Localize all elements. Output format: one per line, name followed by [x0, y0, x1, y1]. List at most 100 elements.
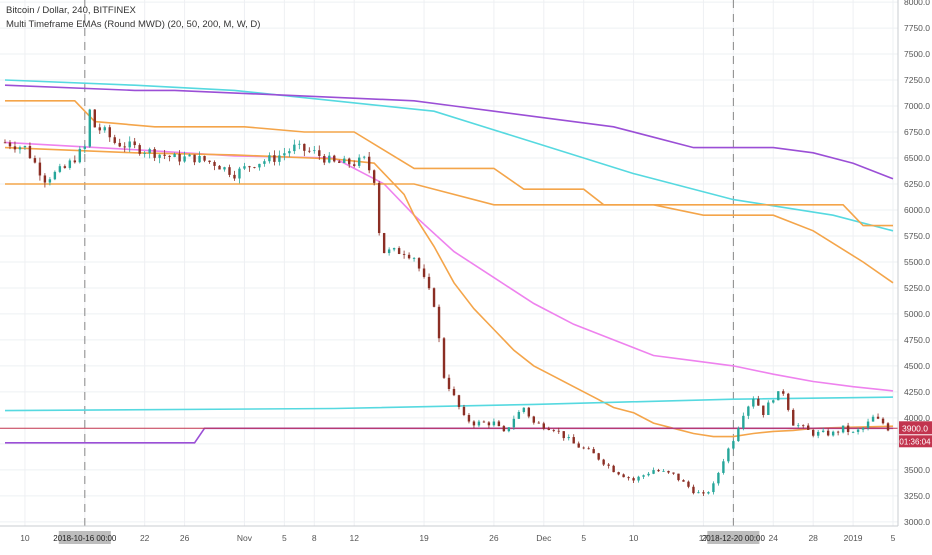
candle-body	[33, 158, 37, 163]
candle-body	[193, 154, 196, 163]
ema-line	[4, 396, 894, 412]
candle-body	[647, 473, 650, 476]
x-tick-label: 10	[20, 533, 30, 543]
x-tick-highlight-bg	[707, 531, 760, 544]
candle-body	[737, 428, 740, 442]
candle-body	[218, 165, 221, 170]
candle-body	[457, 395, 461, 407]
candle-body	[537, 422, 540, 424]
candle-body	[672, 472, 675, 474]
y-tick-label: 4500.0	[904, 361, 930, 371]
candle-body	[452, 388, 456, 396]
candle-body	[477, 421, 481, 426]
candle-body	[223, 167, 226, 170]
candle-body	[38, 162, 42, 176]
candle-body	[836, 431, 840, 433]
candle-body	[98, 127, 101, 131]
candle-body	[846, 425, 850, 433]
candle-body	[757, 398, 760, 406]
candle-body	[113, 137, 116, 143]
y-tick-label: 5250.0	[904, 283, 930, 293]
x-tick-label: 8	[312, 533, 317, 543]
ema-line	[5, 100, 894, 284]
candle-body	[68, 160, 72, 168]
candle-body	[787, 393, 790, 410]
x-tick-label: 26	[489, 533, 499, 543]
candle-body	[333, 155, 336, 162]
y-tick-label: 5000.0	[904, 309, 930, 319]
y-tick-label: 6250.0	[904, 179, 930, 189]
candle-body	[442, 338, 446, 378]
candle-body	[188, 154, 191, 157]
candle-body	[861, 427, 865, 430]
candle-body	[63, 166, 67, 168]
candle-body	[3, 142, 7, 144]
candle-body	[707, 492, 710, 494]
candle-body	[303, 143, 306, 151]
candle-body	[807, 425, 810, 430]
candle-body	[517, 411, 521, 419]
candle-body	[472, 421, 476, 426]
candle-body	[662, 470, 665, 472]
candle-body	[642, 475, 645, 477]
candle-body	[687, 481, 690, 487]
candle-body	[582, 447, 585, 449]
candle-body	[607, 464, 610, 466]
ema-line	[4, 146, 894, 438]
candle-body	[811, 429, 815, 436]
candle-body	[432, 288, 436, 307]
candle-body	[597, 453, 600, 460]
candle-body	[103, 127, 106, 131]
candle-body	[637, 476, 640, 481]
candle-body	[228, 167, 231, 175]
candle-body	[717, 472, 720, 484]
candle-body	[752, 398, 755, 407]
candle-body	[258, 163, 261, 168]
candle-body	[657, 470, 660, 472]
x-tick-label: 28	[808, 533, 818, 543]
candle-body	[278, 155, 281, 162]
x-tick-label: 12	[349, 533, 359, 543]
candle-body	[138, 145, 141, 154]
candle-body	[482, 421, 486, 423]
candle-body	[323, 155, 326, 163]
candle-body	[318, 150, 321, 156]
candle-body	[358, 157, 361, 166]
candle-body	[288, 151, 291, 154]
y-tick-label: 6000.0	[904, 205, 930, 215]
series-layer	[4, 79, 894, 444]
candle-body	[213, 162, 216, 166]
candle-body	[667, 470, 670, 473]
candle-body	[886, 423, 890, 431]
candle-body	[797, 425, 800, 427]
candle-body	[387, 249, 391, 254]
candle-body	[308, 150, 311, 152]
symbol-title[interactable]: Bitcoin / Dollar, 240, BITFINEX	[6, 5, 136, 16]
candle-body	[372, 170, 376, 183]
y-tick-label: 7000.0	[904, 101, 930, 111]
y-tick-label: 7500.0	[904, 49, 930, 59]
candle-body	[497, 421, 501, 427]
x-tick-label: 5	[282, 533, 287, 543]
candle-body	[128, 141, 131, 148]
candle-body	[178, 153, 181, 162]
y-tick-label: 4250.0	[904, 387, 930, 397]
candle-body	[298, 143, 301, 145]
candle-body	[856, 429, 860, 432]
y-tick-label: 4000.0	[904, 413, 930, 423]
candle-body	[492, 421, 496, 426]
candle-body	[382, 233, 386, 254]
candle-body	[587, 448, 590, 450]
candle-body	[343, 158, 346, 163]
candle-body	[732, 441, 735, 449]
candle-body	[567, 437, 570, 439]
candle-body	[876, 416, 880, 419]
candle-body	[338, 161, 341, 163]
indicator-title[interactable]: Multi Timeframe EMAs (Round MWD) (20, 50…	[6, 19, 261, 30]
candle-body	[153, 149, 156, 158]
candle-body	[512, 418, 516, 428]
